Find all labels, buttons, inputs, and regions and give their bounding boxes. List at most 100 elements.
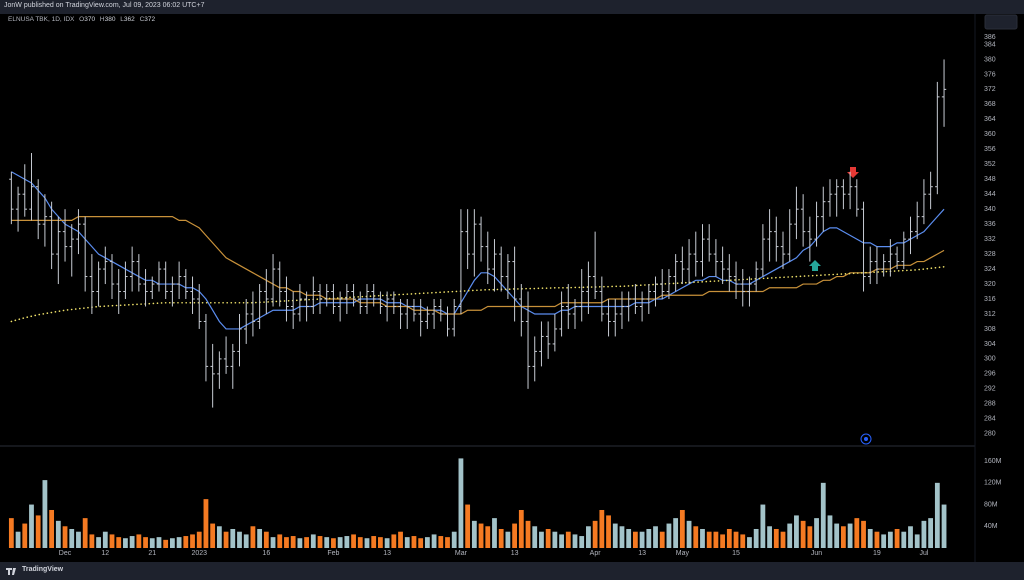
volume-bar — [424, 537, 430, 548]
volume-bar — [357, 537, 363, 548]
volume-bar — [418, 538, 424, 548]
volume-bar — [518, 509, 524, 548]
y-tick-label: 368 — [984, 101, 996, 108]
volume-bar — [619, 526, 625, 548]
volume-bar — [492, 518, 497, 548]
y-tick-label: 296 — [984, 371, 996, 378]
x-tick-label: Mar — [455, 550, 468, 557]
volume-bar — [243, 534, 249, 548]
volume-bar — [183, 536, 189, 548]
volume-bar — [331, 538, 336, 548]
brand: TradingView — [22, 566, 64, 573]
publish-info: JonW published on TradingView.com, Jul 0… — [4, 2, 205, 9]
y-tick-label: 344 — [984, 191, 996, 198]
volume-bar — [82, 518, 88, 548]
volume-bar — [398, 531, 403, 548]
volume-bar — [659, 531, 665, 548]
y-tick-label: 280 — [984, 431, 996, 438]
x-tick-label: 19 — [873, 550, 881, 557]
volume-bar — [632, 531, 638, 548]
volume-bar — [263, 531, 269, 548]
y-tick-label: 292 — [984, 386, 996, 393]
y-tick-label: 324 — [984, 266, 996, 273]
volume-bar — [149, 538, 155, 548]
ohlc-key: L — [120, 16, 124, 23]
volume-bar — [230, 528, 236, 548]
volume-bar — [914, 534, 920, 548]
volume-bar — [310, 534, 316, 548]
volume-bar — [404, 537, 410, 548]
volume-bar — [747, 537, 752, 548]
moving-average — [11, 171, 945, 330]
volume-bar — [190, 534, 195, 548]
header-bar — [0, 0, 1024, 14]
volume-bar — [512, 523, 518, 548]
volume-bar — [653, 526, 658, 548]
volume-bar — [800, 520, 806, 548]
volume-bar — [109, 534, 115, 548]
volume-bar — [807, 526, 813, 548]
volume-bar — [545, 528, 551, 548]
ohlc-value: 370 — [84, 16, 96, 23]
sell-arrow — [847, 167, 859, 178]
x-tick-label: Jul — [919, 550, 928, 557]
volume-bar — [284, 537, 289, 548]
volume-bar — [552, 531, 558, 548]
volume-bar — [270, 537, 276, 548]
volume-bar — [579, 536, 585, 548]
x-tick-label: 16 — [262, 550, 270, 557]
volume-bar — [827, 515, 833, 548]
volume-bar — [129, 536, 135, 548]
volume-bar — [760, 504, 766, 548]
x-tick-label: 21 — [148, 550, 156, 557]
y-tick-label: 386 — [984, 34, 996, 41]
ohlc-value: 380 — [104, 16, 116, 23]
x-tick-label: 13 — [638, 550, 646, 557]
volume-bar — [136, 534, 142, 548]
volume-bar — [572, 534, 578, 548]
volume-bar — [297, 538, 303, 548]
volume-bar — [96, 537, 101, 548]
volume-bar — [277, 534, 283, 548]
volume-bar — [908, 526, 913, 548]
volume-bar — [867, 528, 873, 548]
y-tick-label: 340 — [984, 206, 996, 213]
volume-bar — [116, 537, 122, 548]
corner-box — [984, 14, 1018, 30]
volume-bar — [35, 515, 41, 548]
buy-arrow — [809, 260, 821, 271]
volume-bar — [753, 528, 759, 548]
volume-bar — [62, 526, 68, 548]
volume-bar — [344, 536, 350, 548]
volume-bar — [606, 515, 611, 548]
volume-bar — [76, 531, 81, 548]
volume-bar — [257, 528, 263, 548]
volume-bar — [834, 523, 840, 548]
volume-bar — [55, 520, 61, 548]
volume-bar — [156, 537, 162, 548]
y-tick-label: 336 — [984, 221, 996, 228]
volume-tick-label: 120M — [984, 480, 1002, 487]
volume-bar — [69, 528, 75, 548]
volume-bar — [921, 520, 927, 548]
y-tick-label: 308 — [984, 326, 996, 333]
volume-bar — [706, 531, 712, 548]
volume-bar — [941, 504, 947, 548]
volume-tick-label: 160M — [984, 458, 1002, 465]
volume-bar — [15, 531, 21, 548]
volume-bar — [881, 534, 887, 548]
volume-bar — [438, 536, 444, 548]
volume-bar — [787, 523, 793, 548]
y-tick-label: 384 — [984, 41, 996, 48]
symbol: ELNUSA TBK, 1D, IDX — [8, 16, 75, 23]
volume-bar — [8, 518, 14, 548]
volume-bar — [317, 536, 323, 548]
x-tick-label: 2023 — [191, 550, 207, 557]
volume-bar — [726, 528, 732, 548]
volume-bar — [847, 523, 853, 548]
moving-average — [11, 216, 945, 315]
volume-bar — [733, 531, 739, 548]
volume-bar — [780, 531, 786, 548]
volume-bar — [485, 526, 491, 548]
